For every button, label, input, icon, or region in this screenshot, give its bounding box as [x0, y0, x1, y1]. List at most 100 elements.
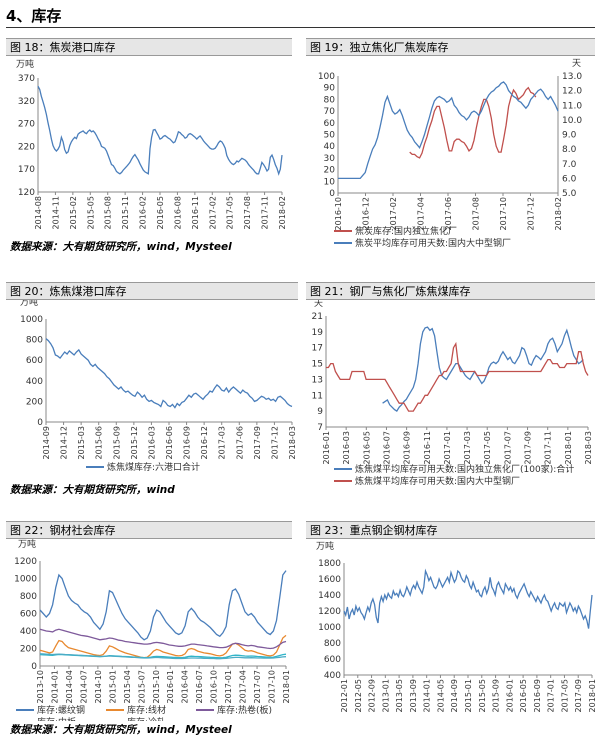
y-tick-label: 60 — [324, 119, 336, 129]
y-tick-label: 800 — [26, 336, 43, 346]
y-tick-label: 1000 — [318, 623, 341, 633]
y-tick-label: 600 — [324, 655, 341, 665]
x-tick-label: 2017-06 — [235, 426, 244, 459]
x-tick-label: 2016-05 — [362, 431, 371, 464]
y2-tick-label: 10.0 — [562, 116, 582, 126]
y-tick-label: 1000 — [14, 575, 37, 585]
series-line-1 — [39, 570, 287, 641]
source-note-2: 数据来源：大有期货研究所，wind — [10, 484, 175, 496]
legend-label: 库存:螺纹钢 — [37, 704, 85, 716]
x-tick-label: 2016-06 — [165, 426, 174, 459]
series-line-2 — [39, 634, 287, 659]
y-tick-label: 11 — [312, 391, 323, 401]
x-tick-label: 2014-04 — [65, 670, 74, 703]
x-tick-label: 2017-12 — [527, 197, 536, 230]
x-tick-label: 2016-04 — [181, 670, 190, 703]
y-tick-label: 800 — [20, 592, 37, 602]
y-tick-label: 170 — [18, 165, 35, 175]
figure-19-title: 图 19：独立焦化厂焦炭库存 — [306, 38, 595, 56]
legend-label: 库存:线材 — [127, 704, 166, 716]
y-tick-label: 400 — [20, 627, 37, 637]
x-tick-label: 2016-03 — [342, 431, 351, 464]
x-tick-label: 2016-01 — [166, 670, 175, 703]
x-tick-label: 2017-03 — [218, 426, 227, 459]
series-line-1 — [37, 85, 283, 176]
x-tick-label: 2017-09 — [524, 431, 533, 464]
series-line-3 — [39, 628, 287, 650]
y-tick-label: 17 — [312, 344, 323, 354]
y2-unit-label: 天 — [572, 59, 581, 69]
y-tick-label: 200 — [20, 645, 37, 655]
y2-tick-label: 8.0 — [562, 145, 577, 155]
x-tick-label: 2017-05 — [226, 196, 235, 229]
y-tick-label: 800 — [324, 639, 341, 649]
x-tick-label: 2015-02 — [69, 196, 78, 229]
x-tick-label: 2016-05 — [156, 196, 165, 229]
x-tick-label: 2018-01 — [564, 431, 573, 464]
source-note-1: 数据来源：大有期货研究所，wind，Mysteel — [10, 241, 232, 253]
y-tick-label: 80 — [324, 95, 336, 105]
x-tick-label: 2015-07 — [137, 670, 146, 703]
figure-22-panel: 图 22：钢材社会库存 万吨 0 200 400 600 800 1000 1200 2013-… — [6, 521, 292, 721]
x-tick-label: 2017-09 — [574, 679, 583, 712]
x-tick-label: 2015-10 — [152, 670, 161, 703]
y-tick-label: 40 — [324, 142, 336, 152]
figure-23-chart: 万吨 400 600 800 1000 1200 1400 1600 1800 2012-01 20… — [316, 540, 595, 712]
section-title: 4、库存 — [6, 7, 62, 25]
series-line-1 — [45, 338, 293, 409]
legend-label: 炼焦煤库存:六港口合计 — [107, 461, 200, 473]
x-tick-label: 2013-01 — [381, 679, 390, 712]
x-tick-label: 2016-03 — [147, 426, 156, 459]
x-tick-label: 2017-04 — [239, 670, 248, 703]
x-tick-label: 2016-09 — [183, 426, 192, 459]
x-tick-label: 2017-04 — [417, 197, 426, 230]
y-tick-label: 320 — [18, 97, 35, 107]
series-line-2 — [326, 341, 589, 412]
x-tick-label: 2015-04 — [123, 670, 132, 703]
y-tick-label: 7 — [317, 423, 323, 433]
x-tick-label: 2014-07 — [79, 670, 88, 703]
y-tick-label: 20 — [324, 166, 336, 176]
x-tick-label: 2013-10 — [36, 670, 45, 703]
y-tick-label: 200 — [26, 397, 43, 407]
x-tick-label: 2017-10 — [499, 197, 508, 230]
figure-20-chart: 万吨 0 200 400 600 800 1000 2014-09 2014-12 2015-03… — [20, 300, 297, 473]
x-tick-label: 2018-01 — [588, 679, 595, 712]
y-tick-label: 15 — [312, 360, 323, 370]
x-tick-label: 2015-05 — [86, 196, 95, 229]
x-tick-label: 2017-11 — [544, 431, 553, 464]
figure-23-panel: 图 23：重点钢企钢材库存 万吨 400 600 800 1000 1200 1400 160… — [306, 521, 595, 721]
figure-21-panel: 图 21：钢厂与焦化厂炼焦煤库存 天 7 9 11 13 15 17 19 21 2016-01 2… — [306, 282, 595, 487]
x-tick-label: 2016-08 — [173, 196, 182, 229]
x-tick-label: 2018-02 — [278, 196, 287, 229]
x-tick-label: 2014-12 — [60, 426, 69, 459]
x-tick-label: 2016-07 — [382, 431, 391, 464]
x-tick-label: 2016-09 — [403, 431, 412, 464]
figure-20-panel: 图 20：炼焦煤港口库存 万吨 0 200 400 600 800 1000 2014-09 2… — [6, 282, 298, 482]
x-tick-label: 2015-01 — [108, 670, 117, 703]
y-tick-label: 400 — [26, 377, 43, 387]
x-tick-label: 2017-09 — [253, 426, 262, 459]
y-tick-label: 270 — [18, 120, 35, 130]
figure-18-chart: 万吨 120 170 220 270 320 370 2014-08 2014-11 2015-0… — [16, 58, 287, 229]
x-tick-label: 2017-02 — [208, 196, 217, 229]
x-tick-label: 2015-06 — [95, 426, 104, 459]
x-tick-label: 2017-02 — [389, 197, 398, 230]
y-tick-label: 50 — [324, 131, 336, 141]
y-unit-label: 万吨 — [18, 539, 36, 550]
y-unit-label: 万吨 — [20, 300, 38, 308]
x-tick-label: 2012-05 — [354, 679, 363, 712]
x-tick-label: 2015-01 — [464, 679, 473, 712]
series-line-2 — [338, 81, 559, 180]
x-tick-label: 2013-09 — [409, 679, 418, 712]
x-tick-label: 2016-11 — [423, 431, 432, 464]
y-tick-label: 370 — [18, 74, 35, 84]
x-tick-label: 2017-08 — [472, 197, 481, 230]
x-tick-label: 2017-05 — [560, 679, 569, 712]
y-tick-label: 21 — [312, 312, 323, 322]
y-tick-label: 600 — [26, 356, 43, 366]
y2-tick-label: 11.0 — [562, 101, 582, 111]
x-tick-label: 2016-01 — [322, 431, 331, 464]
x-tick-label: 2015-08 — [104, 196, 113, 229]
x-tick-label: 2018-01 — [282, 670, 291, 703]
